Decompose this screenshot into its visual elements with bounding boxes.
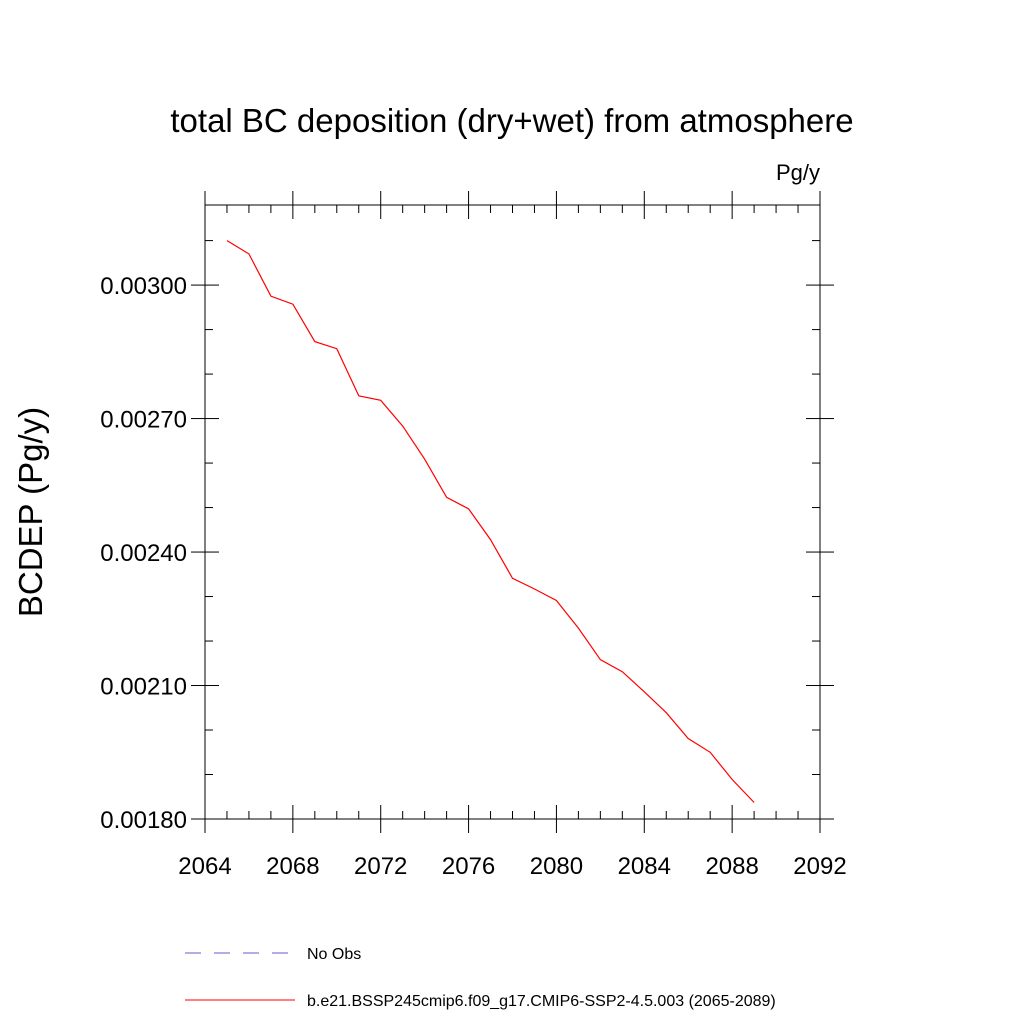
x-tick-label: 2080 — [530, 853, 583, 880]
x-tick-label: 2068 — [266, 853, 319, 880]
chart-title: total BC deposition (dry+wet) from atmos… — [170, 102, 853, 139]
units-label: Pg/y — [776, 160, 820, 185]
y-tick-label: 0.00210 — [100, 674, 187, 701]
axis-ticks — [191, 191, 834, 833]
legend-label: No Obs — [307, 946, 361, 963]
y-tick-label: 0.00270 — [100, 407, 187, 434]
x-tick-label: 2076 — [442, 853, 495, 880]
x-tick-label: 2064 — [178, 853, 231, 880]
y-tick-label: 0.00300 — [100, 273, 187, 300]
legend: No Obs b.e21.BSSP245cmip6.f09_g17.CMIP6-S… — [185, 946, 776, 1010]
x-tick-label: 2092 — [793, 853, 846, 880]
y-tick-label: 0.00240 — [100, 540, 187, 567]
x-tick-label: 2072 — [354, 853, 407, 880]
series-line — [226, 240, 755, 803]
axis-tick-labels: 2064 2068 2072 2076 2080 2084 2088 2092 0.00180 0… — [100, 273, 846, 880]
y-tick-label: 0.00180 — [100, 807, 187, 834]
plot-frame — [204, 204, 821, 820]
series-lines — [226, 240, 755, 803]
x-tick-label: 2084 — [618, 853, 671, 880]
x-tick-label: 2088 — [705, 853, 758, 880]
y-axis-label: BCDEP (Pg/y) — [12, 407, 49, 617]
legend-label: b.e21.BSSP245cmip6.f09_g17.CMIP6-SSP2-4.… — [307, 993, 776, 1010]
